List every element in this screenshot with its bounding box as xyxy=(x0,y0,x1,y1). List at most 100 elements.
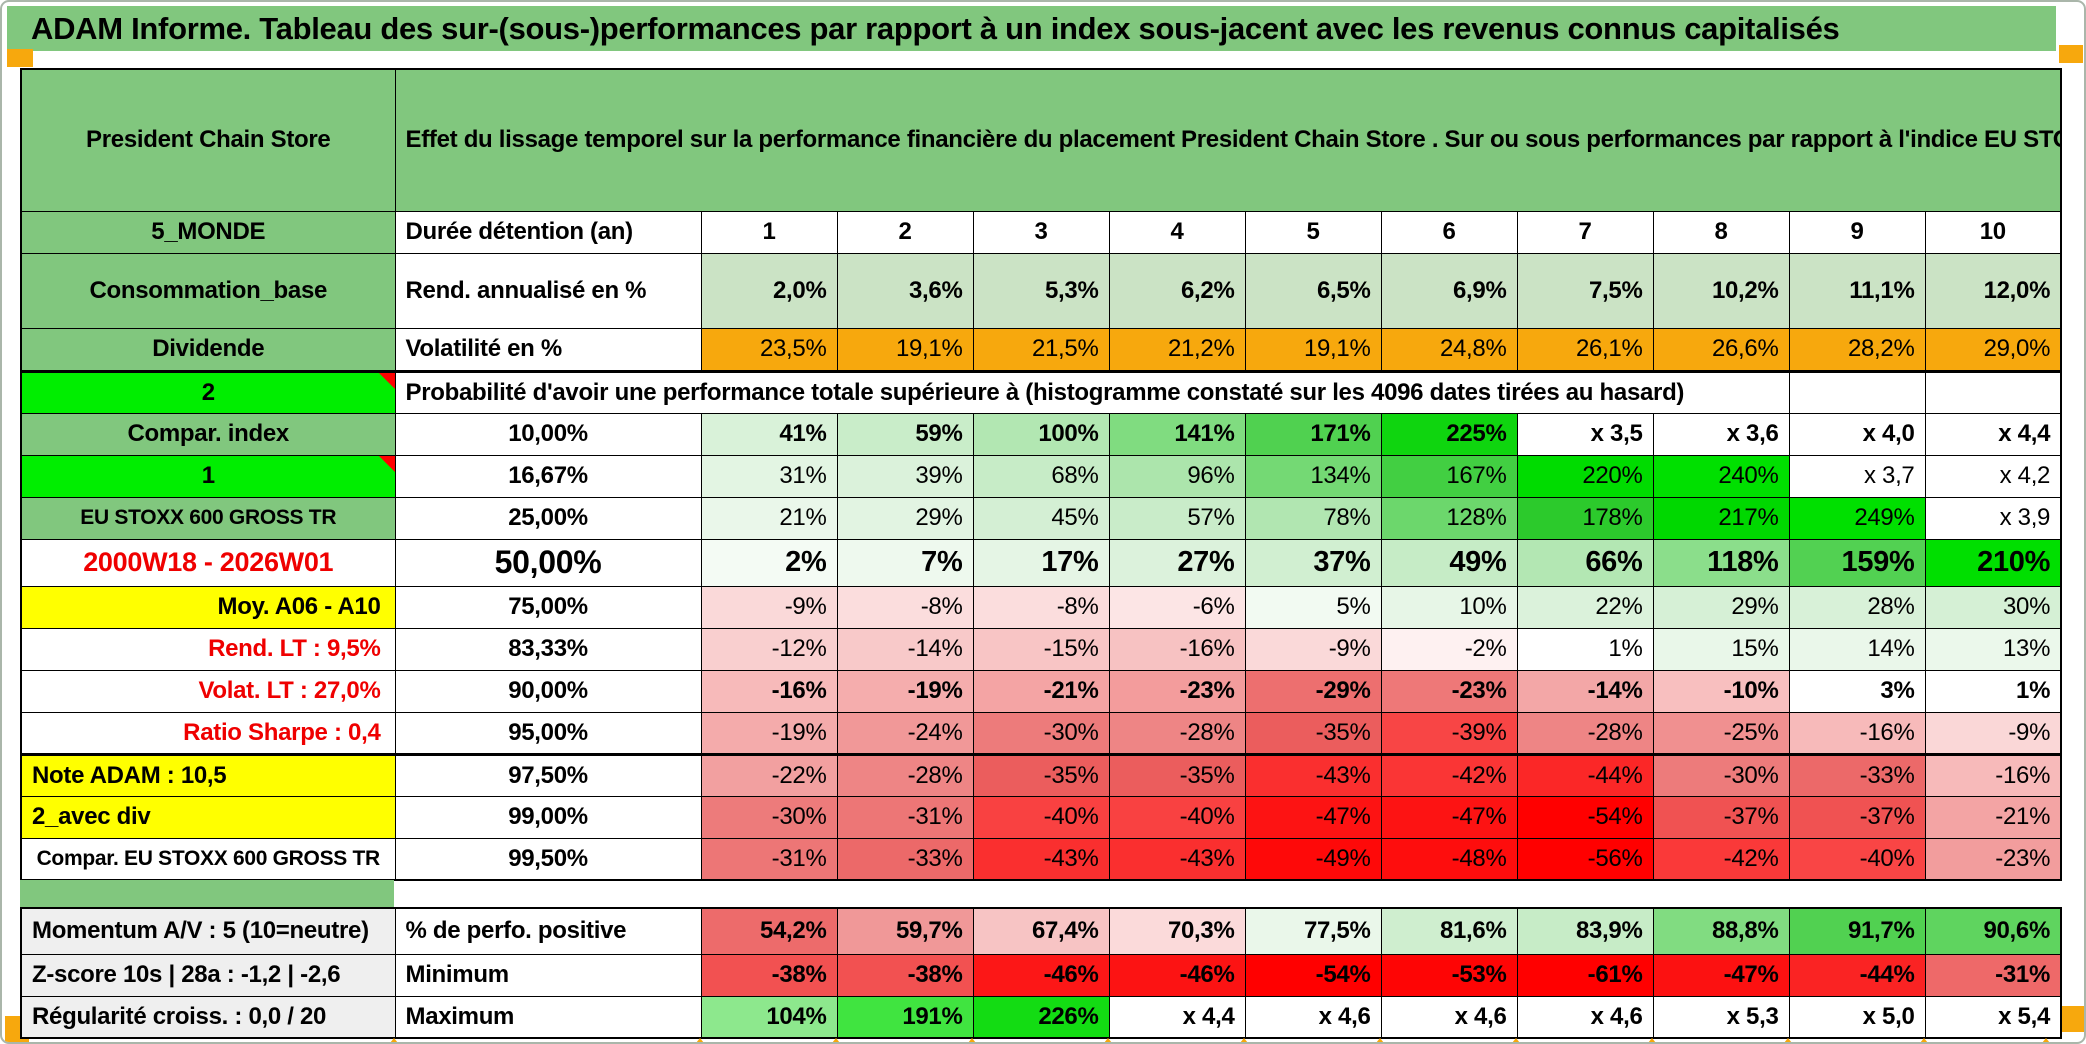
row-label: Compar. EU STOXX 600 GROSS TR xyxy=(20,837,396,881)
value-cell: -37% xyxy=(1788,795,1926,839)
value-cell: 5% xyxy=(1244,585,1382,629)
value-cell: -35% xyxy=(1244,711,1382,756)
value-cell: x 3,7 xyxy=(1788,454,1926,498)
value-cell: 59% xyxy=(836,412,974,456)
value-cell: 7 xyxy=(1516,210,1654,254)
value-cell: 21,5% xyxy=(972,327,1110,373)
value-cell: 2 xyxy=(836,210,974,254)
value-cell: x 4,4 xyxy=(1924,412,2062,456)
value-cell: 6,9% xyxy=(1380,252,1518,329)
value-cell: -48% xyxy=(1380,837,1518,881)
row-metric: 95,00% xyxy=(394,711,702,756)
value-cell: -14% xyxy=(1516,669,1654,713)
value-cell: -19% xyxy=(836,669,974,713)
value-cell: -8% xyxy=(836,585,974,629)
value-cell: 22% xyxy=(1516,585,1654,629)
main-table-body: President Chain Store Effet du lissage t… xyxy=(20,68,2062,881)
value-cell: -9% xyxy=(1244,627,1382,671)
value-cell: 6 xyxy=(1380,210,1518,254)
value-cell: 21,2% xyxy=(1108,327,1246,373)
value-cell: 77,5% xyxy=(1244,907,1382,955)
value-cell: -43% xyxy=(1108,837,1246,881)
hidden-row-marker-icon xyxy=(1916,1038,1932,1042)
value-cell: -6% xyxy=(1108,585,1246,629)
table-row: Z-score 10s | 28a : -1,2 | -2,6 Minimum -3… xyxy=(20,953,2062,997)
value-cell: 29,0% xyxy=(1924,327,2062,373)
value-cell: 159% xyxy=(1788,538,1926,587)
table-row: EU STOXX 600 GROSS TR 25,00% 21% 29% 45% 57% 7… xyxy=(20,496,2062,540)
row-metric: 90,00% xyxy=(394,669,702,713)
value-cell: -8% xyxy=(972,585,1110,629)
hidden-row-marker-icon xyxy=(692,1038,708,1042)
value-cell: 191% xyxy=(836,995,974,1039)
value-cell: x 5,4 xyxy=(1924,995,2062,1039)
row-metric: Maximum xyxy=(394,995,702,1039)
row-metric: 83,33% xyxy=(394,627,702,671)
value-cell: -53% xyxy=(1380,953,1518,997)
value-cell: 6,5% xyxy=(1244,252,1382,329)
hidden-row-marker-icon xyxy=(2038,1038,2054,1042)
value-cell: 178% xyxy=(1516,496,1654,540)
value-cell: 167% xyxy=(1380,454,1518,498)
value-cell: 67,4% xyxy=(972,907,1110,955)
value-cell: 240% xyxy=(1652,454,1790,498)
row-label: Moy. A06 - A10 xyxy=(20,585,396,629)
value-cell: 10% xyxy=(1380,585,1518,629)
value-cell: -54% xyxy=(1244,953,1382,997)
value-cell: -22% xyxy=(700,753,838,797)
value-cell: -16% xyxy=(1924,753,2062,797)
value-cell: 210% xyxy=(1924,538,2062,587)
value-cell: x 4,6 xyxy=(1244,995,1382,1039)
value-cell: x 5,0 xyxy=(1788,995,1926,1039)
bottom-table-body: Momentum A/V : 5 (10=neutre)% de perfo. … xyxy=(20,907,2062,1039)
row-metric: 75,00% xyxy=(394,585,702,629)
value-cell: 49% xyxy=(1380,538,1518,587)
value-cell: 7% xyxy=(836,538,974,587)
value-cell: -40% xyxy=(1108,795,1246,839)
value-cell: -43% xyxy=(972,837,1110,881)
report-title-bar: ADAM Informe. Tableau des sur-(sous-)per… xyxy=(7,6,2056,51)
row-metric: Durée détention (an) xyxy=(394,210,702,254)
table-row: 1 16,67% 31% 39% 68% 96% 134% 167% 220% 240% x 3,7… xyxy=(20,454,2062,498)
value-cell: 45% xyxy=(972,496,1110,540)
value-cell: 3,6% xyxy=(836,252,974,329)
value-cell: 96% xyxy=(1108,454,1246,498)
value-cell: 90,6% xyxy=(1924,907,2062,955)
report-title: ADAM Informe. Tableau des sur-(sous-)per… xyxy=(31,10,1840,46)
hidden-row-marker-icon xyxy=(386,1038,402,1042)
value-cell: 28,2% xyxy=(1788,327,1926,373)
table-row: Volat. LT : 27,0% 90,00% -16% -19% -21% -23% -… xyxy=(20,669,2062,713)
value-cell: -54% xyxy=(1516,795,1654,839)
row-label: Compar. index xyxy=(20,412,396,456)
value-cell: -31% xyxy=(700,837,838,881)
row-metric: 50,00% xyxy=(394,538,702,587)
value-cell: -28% xyxy=(836,753,974,797)
value-cell: x 3,5 xyxy=(1516,412,1654,456)
value-cell: -2% xyxy=(1380,627,1518,671)
row-metric: 99,00% xyxy=(394,795,702,839)
row-metric: 99,50% xyxy=(394,837,702,881)
value-cell: 29% xyxy=(836,496,974,540)
table-row: Consommation_base Rend. annualisé en % 2,0… xyxy=(20,252,2062,329)
table-row: Dividende Volatilité en % 23,5% 19,1% 21,5% 2… xyxy=(20,327,2062,373)
value-cell: 11,1% xyxy=(1788,252,1926,329)
value-cell: 23,5% xyxy=(700,327,838,373)
value-cell: 15% xyxy=(1652,627,1790,671)
orange-marker-icon xyxy=(2059,45,2083,63)
row-label: 5_MONDE xyxy=(20,210,396,254)
value-cell: 78% xyxy=(1244,496,1382,540)
value-cell: x 4,6 xyxy=(1380,995,1518,1039)
value-cell: -39% xyxy=(1380,711,1518,756)
value-cell: -37% xyxy=(1652,795,1790,839)
value-cell: -33% xyxy=(836,837,974,881)
value-cell: 100% xyxy=(972,412,1110,456)
row-label: Ratio Sharpe : 0,4 xyxy=(20,711,396,756)
value-cell: 26,6% xyxy=(1652,327,1790,373)
value-cell: 1 xyxy=(700,210,838,254)
value-cell: -21% xyxy=(1924,795,2062,839)
table-row: 2000W18 - 2026W01 50,00% 2% 7% 17% 27% 37% 49% 6… xyxy=(20,538,2062,587)
value-cell: -23% xyxy=(1108,669,1246,713)
value-cell: 24,8% xyxy=(1380,327,1518,373)
value-cell: -33% xyxy=(1788,753,1926,797)
value-cell: 28% xyxy=(1788,585,1926,629)
